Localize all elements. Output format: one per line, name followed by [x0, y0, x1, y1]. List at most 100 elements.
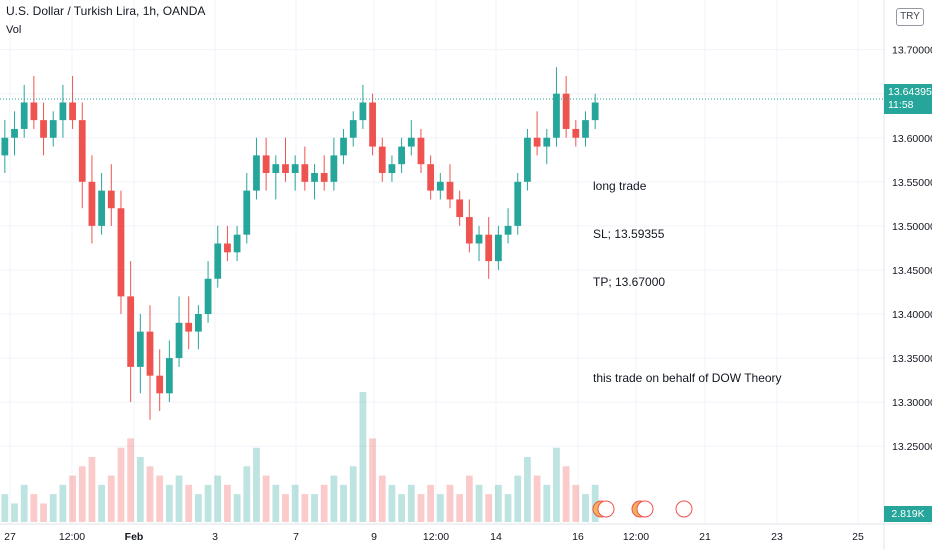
volume-bar — [572, 484, 580, 522]
volume-bar — [243, 466, 251, 522]
time-tick-label: 14 — [490, 531, 502, 543]
candle-body — [40, 120, 47, 138]
candle-body — [204, 278, 212, 314]
volume-bar — [417, 494, 425, 522]
candle-body — [446, 181, 454, 200]
candle-body — [185, 322, 193, 332]
bar-countdown: 11:58 — [888, 99, 914, 111]
candle-body — [107, 190, 115, 209]
candle-body — [253, 155, 260, 191]
volume-bar — [291, 484, 299, 522]
volume-bar — [1, 494, 9, 522]
event-flag-icon[interactable] — [636, 500, 654, 518]
candle-body — [504, 225, 512, 235]
volume-bar — [495, 484, 502, 522]
candle-body — [1, 137, 9, 156]
time-tick-label: 12:00 — [59, 531, 85, 543]
volume-bar — [456, 494, 464, 522]
time-tick-label: 27 — [4, 531, 16, 543]
volume-bar — [553, 447, 560, 522]
candle-body — [436, 181, 444, 191]
volume-bar — [301, 494, 309, 522]
price-axis[interactable]: 13.7000013.6500013.6000013.5500013.50000… — [892, 45, 932, 454]
volume-bar — [320, 484, 328, 522]
time-tick-label: 9 — [371, 531, 377, 543]
price-tick-label: 13.60000 — [892, 133, 932, 145]
last-price-value: 13.64395 — [888, 86, 932, 98]
candle-body — [378, 146, 386, 173]
volume-bar — [359, 392, 367, 522]
volume-bar — [485, 494, 493, 522]
volume-bar — [436, 494, 444, 522]
price-tick-label: 13.25000 — [892, 441, 932, 453]
candle-body — [582, 120, 589, 138]
trade-annotation[interactable]: long trade SL; 13.59355 TP; 13.67000 thi… — [593, 146, 782, 402]
symbol-title[interactable]: U.S. Dollar / Turkish Lira, 1h, OANDA — [6, 4, 206, 18]
candle-body — [69, 102, 76, 121]
candle-body — [524, 137, 531, 182]
volume-bar — [49, 494, 57, 522]
annotation-line: long trade — [593, 179, 647, 193]
time-tick-label: 12:00 — [423, 531, 449, 543]
volume-bar — [349, 466, 357, 522]
volume-bar — [156, 475, 164, 522]
volume-bar — [107, 475, 115, 522]
annotation-line: TP; 13.67000 — [593, 275, 666, 289]
volume-bar — [136, 457, 144, 522]
time-tick-label: 25 — [852, 531, 864, 543]
candle-body — [146, 331, 154, 376]
volume-bar — [475, 484, 483, 522]
price-tick-label: 13.55000 — [892, 177, 932, 189]
time-tick-label: 23 — [771, 531, 783, 543]
volume-bar — [582, 494, 589, 522]
volume-bar — [330, 475, 338, 522]
volume-bar — [543, 484, 551, 522]
volume-bar — [398, 494, 405, 522]
volume-bar — [69, 475, 76, 522]
time-tick-label: Feb — [125, 531, 144, 543]
volume-bar — [127, 438, 135, 522]
candle-body — [214, 243, 222, 279]
time-axis[interactable]: 27 12:00 Feb 3 7 9 12:00 14 16 12:00 21 23 25 — [4, 531, 864, 543]
volume-bar — [388, 484, 396, 522]
volume-bar — [272, 484, 280, 522]
volume-bar — [59, 484, 67, 522]
candle-body — [340, 137, 347, 156]
candle-body — [301, 164, 309, 182]
candle-body — [165, 358, 173, 394]
volume-bar — [175, 475, 183, 522]
candle-body — [11, 128, 18, 138]
candle-body — [282, 164, 289, 173]
volume-bar — [30, 494, 38, 522]
volume-bar — [204, 484, 212, 522]
candle-body — [553, 93, 560, 138]
last-price-label: 13.64395 11:58 — [884, 84, 932, 114]
event-flag-icon[interactable] — [675, 500, 693, 518]
candle-body — [127, 296, 135, 367]
candle-body — [195, 314, 202, 332]
volume-bar — [253, 447, 260, 522]
volume-bar — [185, 484, 193, 522]
time-tick-label: 12:00 — [623, 531, 649, 543]
price-tick-label: 13.30000 — [892, 397, 932, 409]
price-tick-label: 13.35000 — [892, 353, 932, 365]
candle-body — [30, 102, 38, 121]
volume-bar — [369, 438, 376, 522]
volume-bar — [514, 475, 522, 522]
candle-body — [465, 217, 473, 244]
time-tick-label: 7 — [293, 531, 299, 543]
volume-indicator-label[interactable]: Vol — [6, 24, 22, 36]
event-flag-icon[interactable] — [597, 500, 615, 518]
currency-badge[interactable]: TRY — [896, 8, 924, 26]
candle-body — [533, 137, 541, 147]
candle-body — [514, 181, 522, 226]
volume-bar — [282, 494, 289, 522]
candle-body — [572, 128, 580, 138]
volume-bars — [1, 392, 599, 522]
event-icons[interactable] — [592, 500, 693, 518]
volume-bar — [165, 484, 173, 522]
time-tick-label: 16 — [572, 531, 584, 543]
time-tick-label: 3 — [212, 531, 218, 543]
candle-body — [475, 234, 483, 244]
